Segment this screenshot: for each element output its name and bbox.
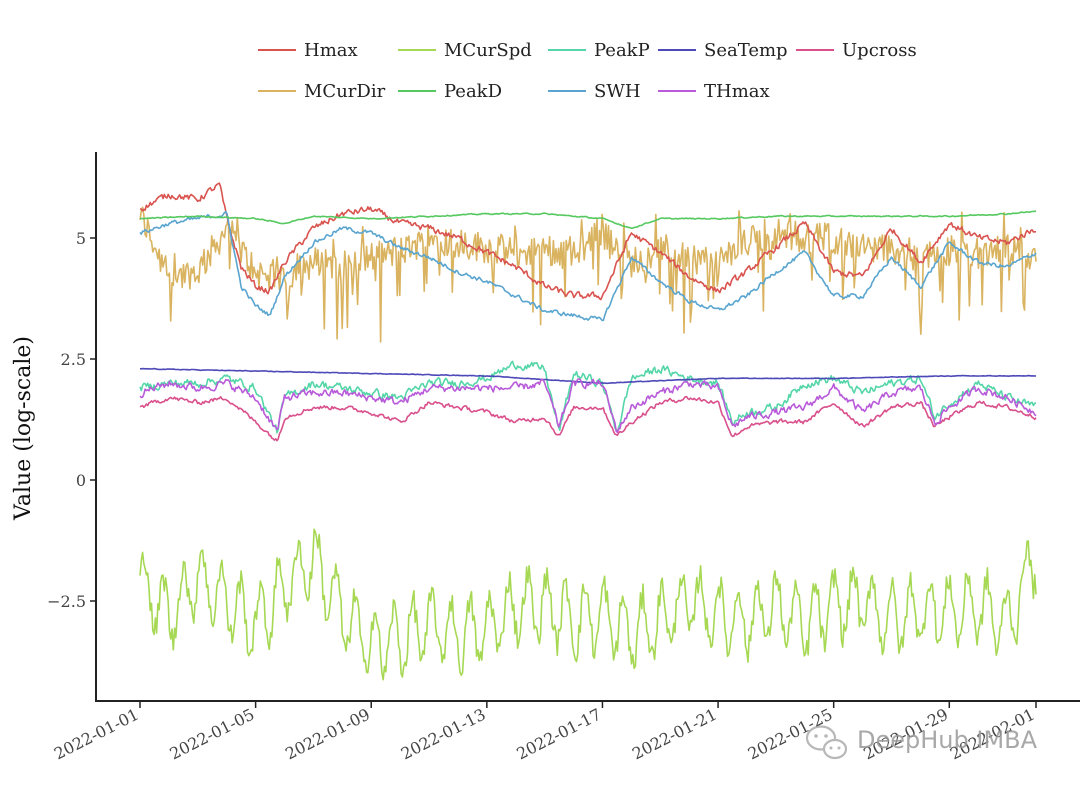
series-line-seatemp	[140, 367, 1037, 385]
legend-item-swh: SWH	[548, 81, 641, 102]
legend-label: MCurDir	[304, 81, 386, 102]
legend-label: MCurSpd	[444, 40, 532, 61]
y-tick-label: 5	[76, 229, 86, 248]
x-tick-label: 2022-01-05	[167, 705, 258, 764]
series-line-mcurspd	[139, 528, 1037, 681]
y-ticks: −2.5 0 2.5 5	[47, 229, 96, 611]
x-tick-label: 2022-01-17	[513, 705, 604, 764]
legend-label: SWH	[594, 81, 641, 102]
legend-label: Hmax	[304, 40, 358, 61]
series-layer	[139, 182, 1037, 681]
legend-item-thmax: THmax	[658, 81, 770, 102]
series-line-peakp	[139, 360, 1037, 434]
legend-item-mcurdir: MCurDir	[258, 81, 386, 102]
legend-item-upcross: Upcross	[796, 40, 917, 61]
y-tick-label: 0	[76, 471, 86, 490]
series-line-upcross	[139, 395, 1037, 442]
series-line-peakd	[139, 210, 1037, 230]
legend-label: SeaTemp	[704, 40, 788, 61]
x-tick-label: 2022-01-21	[629, 705, 720, 764]
y-tick-label: −2.5	[47, 592, 86, 611]
watermark: DeepHub IMBA	[805, 725, 1038, 760]
wechat-icon	[805, 725, 848, 760]
legend-label: PeakD	[444, 81, 502, 102]
x-tick-label: 2022-01-01	[51, 705, 142, 764]
legend-label: Upcross	[842, 40, 917, 61]
legend-item-peakd: PeakD	[398, 81, 502, 102]
x-tick-label: 2022-01-09	[282, 705, 373, 764]
legend: Hmax MCurSpd PeakP SeaTemp Upcross MCurDir Pea…	[258, 40, 917, 102]
x-tick-label: 2022-01-13	[398, 705, 489, 764]
watermark-text: DeepHub IMBA	[857, 726, 1038, 754]
legend-item-hmax: Hmax	[258, 40, 358, 61]
legend-label: THmax	[704, 81, 770, 102]
y-axis-label: Value (log-scale)	[11, 336, 36, 521]
series-line-swh	[139, 210, 1037, 322]
x-tick-label: 2022-01-25	[745, 705, 836, 764]
series-line-thmax	[139, 378, 1037, 433]
series-line-mcurdir	[139, 206, 1037, 343]
legend-label: PeakP	[594, 40, 650, 61]
axes	[95, 152, 1080, 702]
y-tick-label: 2.5	[61, 350, 86, 369]
series-line-hmax	[139, 182, 1036, 301]
legend-item-seatemp: SeaTemp	[658, 40, 788, 61]
legend-item-peakp: PeakP	[548, 40, 650, 61]
legend-item-mcurspd: MCurSpd	[398, 40, 532, 61]
